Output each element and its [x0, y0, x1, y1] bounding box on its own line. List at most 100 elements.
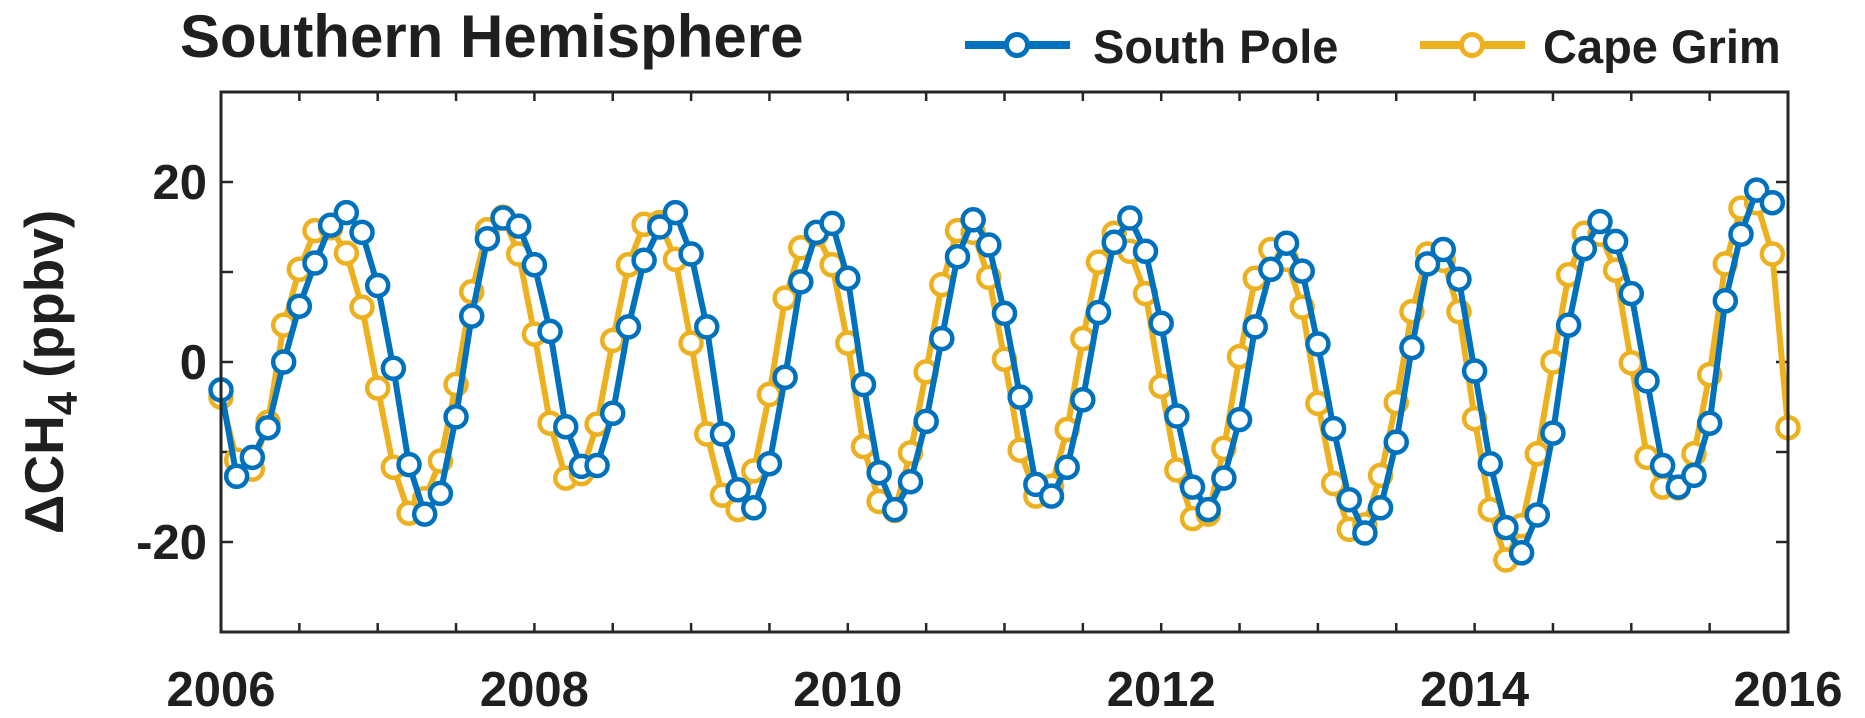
data-point-south-pole [505, 213, 532, 239]
data-point-south-pole [929, 325, 955, 352]
x-tick-label: 2008 [480, 663, 589, 717]
y-tick-label: 20 [152, 156, 207, 210]
data-point-south-pole [1383, 429, 1409, 455]
data-point-south-pole [537, 318, 563, 345]
x-tick-label: 2006 [166, 663, 275, 717]
data-point-south-pole [1477, 450, 1504, 477]
data-point-south-pole [1101, 229, 1127, 256]
data-point-south-pole [552, 414, 579, 440]
data-point-south-pole [1493, 514, 1519, 541]
data-point-south-pole [600, 400, 626, 427]
x-tick-label: 2012 [1107, 663, 1216, 717]
data-point-south-pole [1148, 310, 1174, 337]
data-point-south-pole [1054, 454, 1080, 481]
data-point-south-pole [317, 212, 344, 238]
data-point-south-pole [411, 501, 438, 527]
data-point-south-pole [647, 214, 673, 240]
legend-marker-south-pole [1004, 32, 1030, 58]
data-point-south-pole [709, 421, 736, 447]
data-point-south-pole [1242, 314, 1268, 340]
data-point-south-pole [678, 241, 704, 267]
x-tick-label: 2016 [1733, 663, 1842, 717]
plot-area-frame [219, 90, 1790, 634]
data-point-south-pole [349, 219, 375, 246]
data-point-south-pole [1070, 387, 1096, 413]
x-tick-label: 2010 [793, 663, 902, 717]
data-point-south-pole [1696, 410, 1723, 436]
data-point-south-pole [1681, 462, 1707, 489]
data-point-south-pole [1038, 483, 1065, 509]
data-point-south-pole [584, 452, 610, 479]
data-point-south-pole [897, 468, 924, 495]
data-point-south-pole [1211, 465, 1237, 491]
data-point-south-pole [1336, 486, 1362, 513]
data-point-south-pole [1759, 189, 1786, 216]
series-south-pole [208, 177, 1786, 566]
data-point-south-pole [1743, 177, 1770, 203]
data-point-south-pole [694, 314, 720, 340]
data-point-south-pole [1602, 228, 1629, 255]
series-line-south-pole [218, 187, 1775, 556]
data-point-south-pole [1179, 474, 1206, 500]
data-point-south-pole [882, 496, 908, 523]
data-point-south-pole [835, 265, 861, 292]
data-point-south-pole [286, 293, 313, 319]
data-point-south-pole [725, 477, 751, 503]
svg-text:ΔCH4(ppbv): ΔCH4 (ppbv) [13, 210, 86, 534]
data-point-south-pole [270, 349, 297, 375]
data-point-south-pole [615, 314, 642, 340]
data-point-south-pole [944, 243, 971, 270]
y-tick-label: 0 [180, 336, 207, 390]
data-point-south-pole [1164, 403, 1190, 429]
legend-label-cape-grim: Cape Grim [1543, 20, 1781, 73]
data-point-south-pole [1305, 331, 1331, 357]
legend-label-south-pole: South Pole [1093, 20, 1338, 73]
data-point-south-pole [1649, 452, 1676, 479]
data-point-south-pole [255, 414, 281, 441]
data-point-south-pole [741, 495, 767, 521]
data-point-south-pole [976, 232, 1002, 258]
data-point-south-pole [1352, 520, 1378, 546]
y-axis-label: ΔCH4 (ppbv) [13, 210, 86, 534]
data-point-south-pole [1273, 230, 1300, 256]
data-point-south-pole [223, 463, 250, 490]
data-point-south-pole [1085, 299, 1112, 326]
data-point-south-pole [1728, 221, 1754, 247]
chart-title: Southern Hemisphere [180, 3, 803, 70]
tick-labels: 2006 2008 2010 2012 2014 2016 20 0 -20 [136, 156, 1842, 717]
data-point-south-pole [364, 272, 391, 299]
data-point-south-pole [772, 364, 798, 391]
y-axis-label-unit: (ppbv) [13, 210, 75, 378]
data-point-south-pole [1132, 238, 1159, 265]
data-point-south-pole [913, 408, 939, 435]
data-point-south-pole [302, 250, 328, 276]
data-point-south-pole [756, 450, 783, 477]
data-point-south-pole [1618, 280, 1645, 307]
data-point-south-pole [1461, 358, 1488, 384]
y-tick-label: -20 [136, 516, 207, 570]
data-point-south-pole [396, 451, 422, 478]
data-point-south-pole [1367, 495, 1394, 521]
data-point-south-pole [1634, 368, 1660, 394]
data-point-south-pole [1226, 406, 1253, 433]
x-tick-label: 2014 [1420, 663, 1529, 717]
data-point-south-pole [458, 303, 485, 329]
data-point-cape-grim [678, 330, 704, 356]
data-point-cape-grim [1618, 350, 1645, 376]
data-point-south-pole [1571, 235, 1598, 262]
data-point-south-pole [1540, 420, 1566, 446]
data-point-south-pole [960, 207, 986, 233]
data-point-south-pole [850, 371, 877, 398]
data-point-cape-grim [364, 375, 391, 401]
data-point-south-pole [631, 247, 657, 274]
data-point-south-pole [1508, 540, 1535, 566]
data-point-south-pole [1587, 208, 1613, 235]
data-point-south-pole [1007, 384, 1033, 410]
data-point-south-pole [380, 355, 407, 382]
data-point-south-pole [443, 404, 469, 430]
data-point-south-pole [866, 459, 892, 486]
data-point-south-pole [788, 269, 814, 295]
data-point-south-pole [819, 210, 845, 237]
data-point-south-pole [662, 199, 689, 226]
